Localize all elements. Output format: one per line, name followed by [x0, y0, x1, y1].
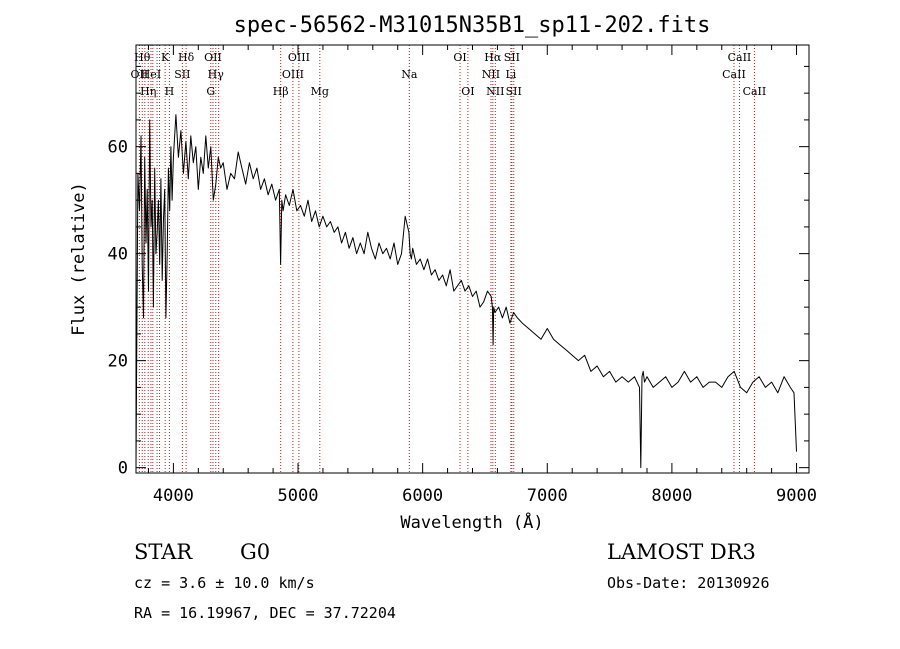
line-label-3: Hη	[140, 85, 156, 98]
line-label-21: OI	[453, 51, 466, 64]
y-tick-label-60: 60	[108, 138, 128, 158]
line-label-19: Mg	[311, 85, 329, 98]
x-tick-label-8000: 8000	[651, 486, 692, 506]
line-label-8: K	[161, 51, 170, 64]
line-label-24: Hα	[484, 51, 502, 64]
line-label-22: OI	[461, 85, 474, 98]
redshift-velocity: cz = 3.6 ± 10.0 km/s	[134, 574, 315, 592]
line-label-27: SII	[504, 51, 520, 64]
line-label-31: CaII	[743, 85, 767, 98]
x-tick-label-6000: 6000	[402, 486, 443, 506]
y-tick-label-20: 20	[108, 352, 128, 372]
line-label-11: Hδ	[178, 51, 195, 64]
chart-title: spec-56562-M31015N35B1_sp11-202.fits	[234, 13, 711, 38]
x-tick-label-7000: 7000	[527, 486, 568, 506]
object-class: STAR	[134, 540, 193, 564]
line-label-25: NII	[486, 85, 504, 98]
line-label-30: CaII	[728, 51, 752, 64]
y-axis-label: Flux (relative)	[69, 182, 89, 336]
line-label-20: Na	[401, 68, 418, 81]
line-label-29: CaII	[722, 68, 746, 81]
line-label-14: Hγ	[208, 68, 225, 81]
flux-series-line	[135, 114, 797, 469]
line-label-0: OII	[131, 68, 149, 81]
axis-ticks: 4000 5000 6000 7000 8000 9000 0 20 40 60	[108, 45, 817, 506]
line-label-4: HeI	[141, 68, 161, 81]
line-label-1: Hθ	[134, 51, 151, 64]
line-label-28: SII	[506, 85, 522, 98]
line-markers	[138, 45, 755, 473]
survey-name: LAMOST DR3	[607, 540, 756, 564]
line-label-23: NII	[482, 68, 500, 81]
plot-frame	[135, 44, 810, 474]
line-label-18: OIII	[288, 51, 310, 64]
line-label-12: G	[206, 85, 215, 98]
object-subclass: G0	[240, 540, 271, 564]
observation-date: Obs-Date: 20130926	[607, 574, 770, 592]
line-label-26: Li	[505, 68, 516, 81]
x-tick-label-9000: 9000	[776, 486, 817, 506]
line-label-17: OIII	[282, 68, 304, 81]
line-label-9: H	[165, 85, 175, 98]
x-axis-label: Wavelength (Å)	[400, 511, 543, 533]
line-label-13: OII	[204, 51, 222, 64]
y-tick-label-40: 40	[108, 245, 128, 265]
x-tick-label-5000: 5000	[278, 486, 319, 506]
line-label-10: SII	[174, 68, 190, 81]
line-label-16: Hβ	[273, 85, 289, 98]
coordinates: RA = 16.19967, DEC = 37.72204	[134, 604, 396, 622]
y-tick-label-0: 0	[118, 459, 128, 479]
x-tick-label-4000: 4000	[153, 486, 194, 506]
